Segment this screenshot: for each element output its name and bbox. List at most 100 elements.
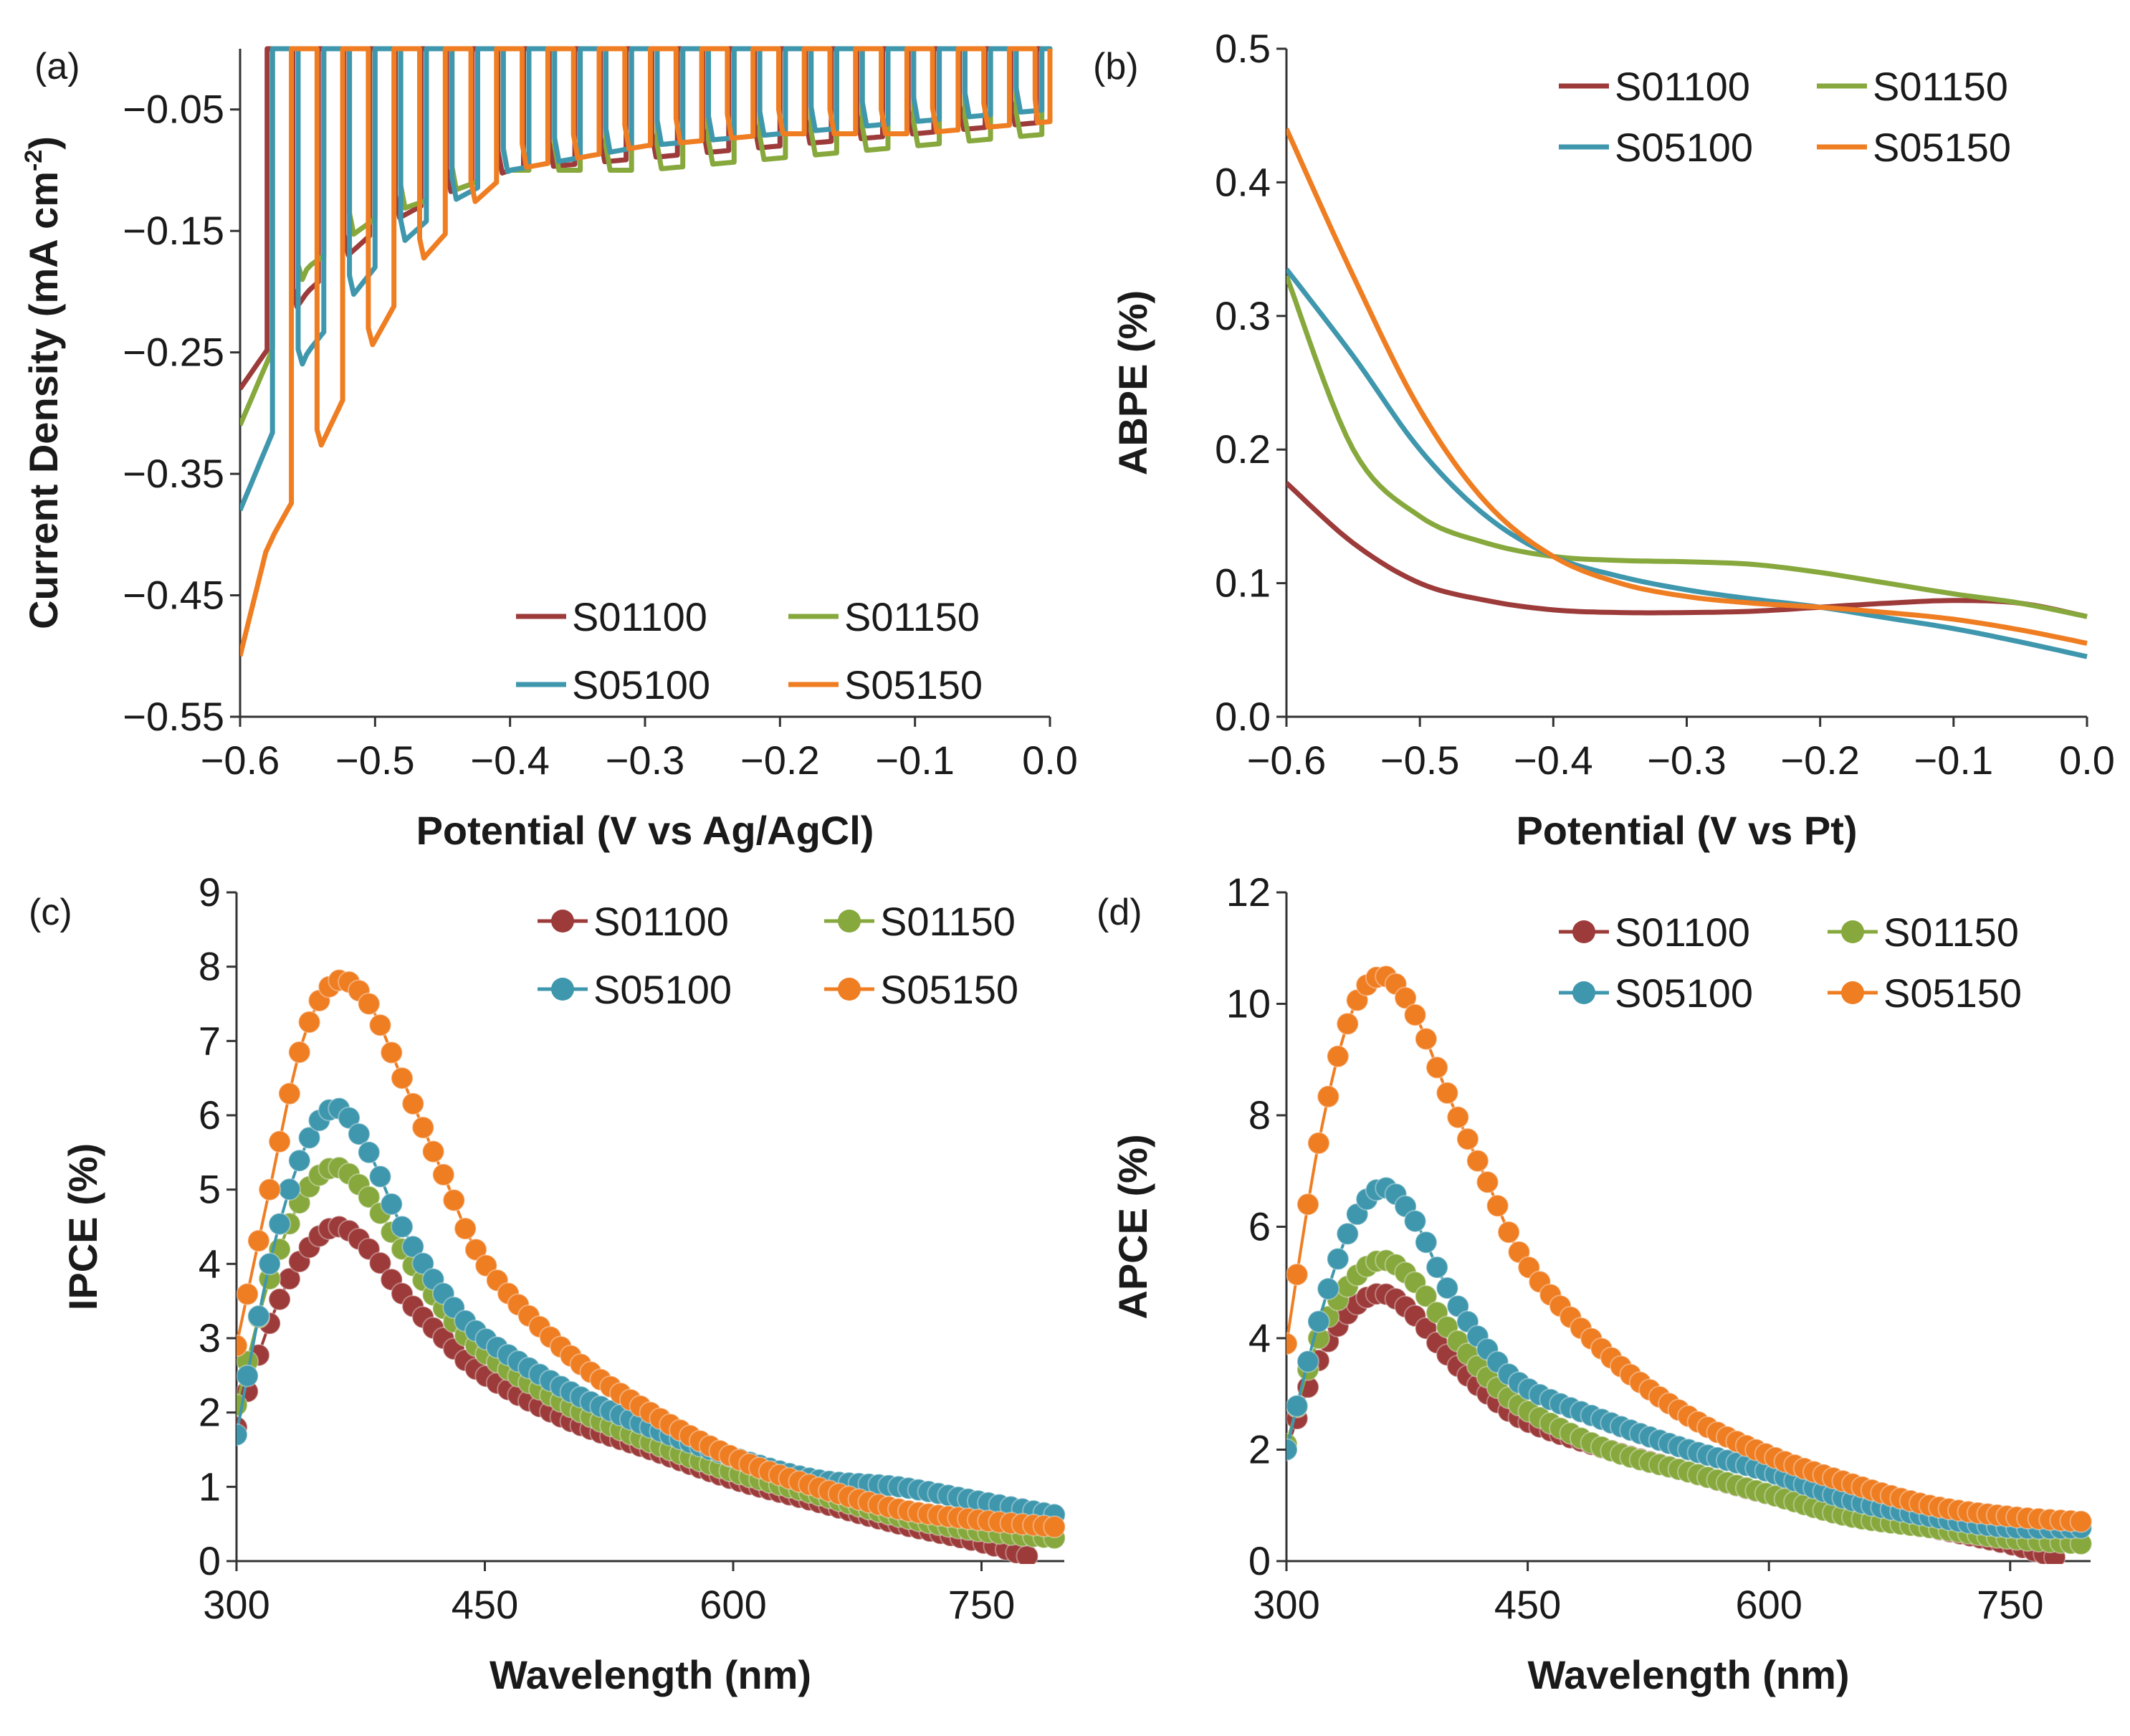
legend-marker	[1841, 981, 1864, 1004]
data-point	[1296, 1350, 1319, 1373]
panel-label: (d)	[1097, 892, 1142, 933]
data-point	[391, 1215, 414, 1239]
y-tick-label: 4	[1248, 1315, 1271, 1360]
data-point	[357, 1186, 381, 1208]
data-point	[1414, 1027, 1438, 1051]
data-point	[1394, 986, 1418, 1010]
x-tick-label: −0.6	[201, 738, 280, 783]
data-point	[1476, 1170, 1499, 1194]
y-tick-label: 7	[199, 1018, 221, 1063]
y-tick-label: −0.55	[123, 694, 224, 739]
legend-label: S05150	[1883, 970, 2022, 1016]
y-axis-label: ABPE (%)	[1110, 290, 1155, 475]
data-point	[357, 1140, 381, 1164]
y-tick-label: 0.4	[1215, 159, 1271, 204]
y-axis-label: Current Density (mA cm-2)	[20, 136, 66, 629]
data-point	[1286, 1438, 1298, 1461]
x-axis-label: Potential (V vs Pt)	[1516, 808, 1857, 853]
series-S05100	[1286, 267, 2088, 659]
data-point	[1043, 1515, 1066, 1539]
y-tick-label: 2	[1248, 1427, 1271, 1472]
data-point	[1336, 1012, 1360, 1036]
series-S05100	[1286, 1176, 2093, 1540]
data-point	[247, 1229, 270, 1253]
data-point	[297, 1126, 321, 1150]
x-tick-label: 450	[452, 1582, 518, 1627]
legend-marker	[551, 910, 574, 933]
series-S05100	[237, 1097, 1066, 1527]
data-point	[1507, 1240, 1531, 1264]
data-point	[1446, 1105, 1470, 1129]
x-tick-label: 600	[1735, 1582, 1802, 1627]
data-point	[1456, 1127, 1479, 1151]
series-S05100	[240, 46, 1053, 512]
legend-label: S01100	[1615, 910, 1750, 955]
y-tick-label: 0.2	[1215, 426, 1271, 472]
y-tick-label: 0.0	[1215, 694, 1271, 739]
data-point	[474, 1254, 498, 1277]
data-point	[247, 1305, 270, 1328]
data-point	[1414, 1284, 1438, 1308]
chart-panel-0: (a) −0.05 −0.15 −0.25 −0.35 −0.45 −0.55−0.6 −0.…	[20, 46, 1078, 853]
y-axis-label: IPCE (%)	[60, 1143, 105, 1310]
x-axis-label: Wavelength (nm)	[489, 1652, 811, 1697]
series-line	[1286, 275, 2088, 619]
y-axis-label: APCE (%)	[1110, 1134, 1155, 1319]
data-point	[411, 1251, 435, 1275]
legend-label: S05150	[844, 662, 983, 707]
x-tick-label: −0.5	[335, 738, 415, 783]
data-point	[268, 1212, 292, 1236]
x-tick-label: −0.3	[1647, 738, 1727, 783]
data-point	[380, 1192, 403, 1216]
legend-label: S05150	[1873, 125, 2011, 170]
data-point	[368, 1014, 392, 1037]
x-tick-label: 750	[1977, 1582, 2043, 1627]
y-axis-label-sup: -2	[20, 150, 47, 171]
y-tick-label: 0	[1248, 1538, 1271, 1583]
x-tick-label: 450	[1494, 1582, 1561, 1627]
data-point	[1286, 1394, 1309, 1418]
data-point	[297, 1011, 321, 1034]
x-axis-label: Potential (V vs Ag/AgCl)	[416, 808, 874, 853]
legend-label: S05100	[1615, 125, 1753, 170]
y-tick-label: 0.1	[1215, 561, 1271, 606]
data-point	[1336, 1222, 1360, 1246]
series-line	[240, 46, 1053, 391]
data-point	[277, 1178, 301, 1201]
chart-panel-3: (d) 0 2 4 6 8 10 12 300 450 600 750 Wavelength (nm) A…	[1097, 869, 2093, 1697]
x-tick-label: −0.3	[606, 738, 685, 783]
y-tick-label: 0.3	[1215, 293, 1271, 338]
data-point	[401, 1092, 425, 1115]
x-tick-label: −0.6	[1247, 738, 1327, 783]
x-tick-label: −0.4	[1514, 738, 1593, 783]
x-tick-label: −0.4	[470, 738, 550, 783]
legend-label: S05100	[1615, 970, 1753, 1016]
y-axis-label-end: )	[21, 136, 66, 150]
legend-marker	[1841, 920, 1864, 943]
data-point	[442, 1188, 466, 1212]
x-tick-label: −0.2	[1780, 738, 1860, 783]
data-point	[368, 1251, 392, 1275]
data-point	[2069, 1510, 2093, 1533]
data-point	[1497, 1221, 1521, 1244]
series-S05150	[1286, 128, 2088, 646]
data-point	[1436, 1277, 1459, 1299]
panel-label: (a)	[34, 46, 80, 87]
data-point	[1466, 1149, 1489, 1173]
x-tick-label: −0.1	[1914, 738, 1994, 783]
data-point	[368, 1165, 392, 1188]
data-point	[1403, 1003, 1427, 1026]
data-point	[237, 1334, 248, 1358]
y-tick-label: −0.15	[123, 208, 224, 253]
data-point	[401, 1235, 425, 1259]
legend-marker	[551, 978, 574, 1001]
panel-label: (b)	[1093, 46, 1139, 87]
x-tick-label: 300	[1253, 1582, 1319, 1627]
data-point	[380, 1041, 403, 1064]
x-tick-label: 750	[948, 1582, 1015, 1627]
y-tick-label: 1	[199, 1464, 221, 1509]
data-point	[1016, 1545, 1039, 1564]
data-point	[454, 1217, 477, 1241]
data-point	[1317, 1277, 1340, 1301]
